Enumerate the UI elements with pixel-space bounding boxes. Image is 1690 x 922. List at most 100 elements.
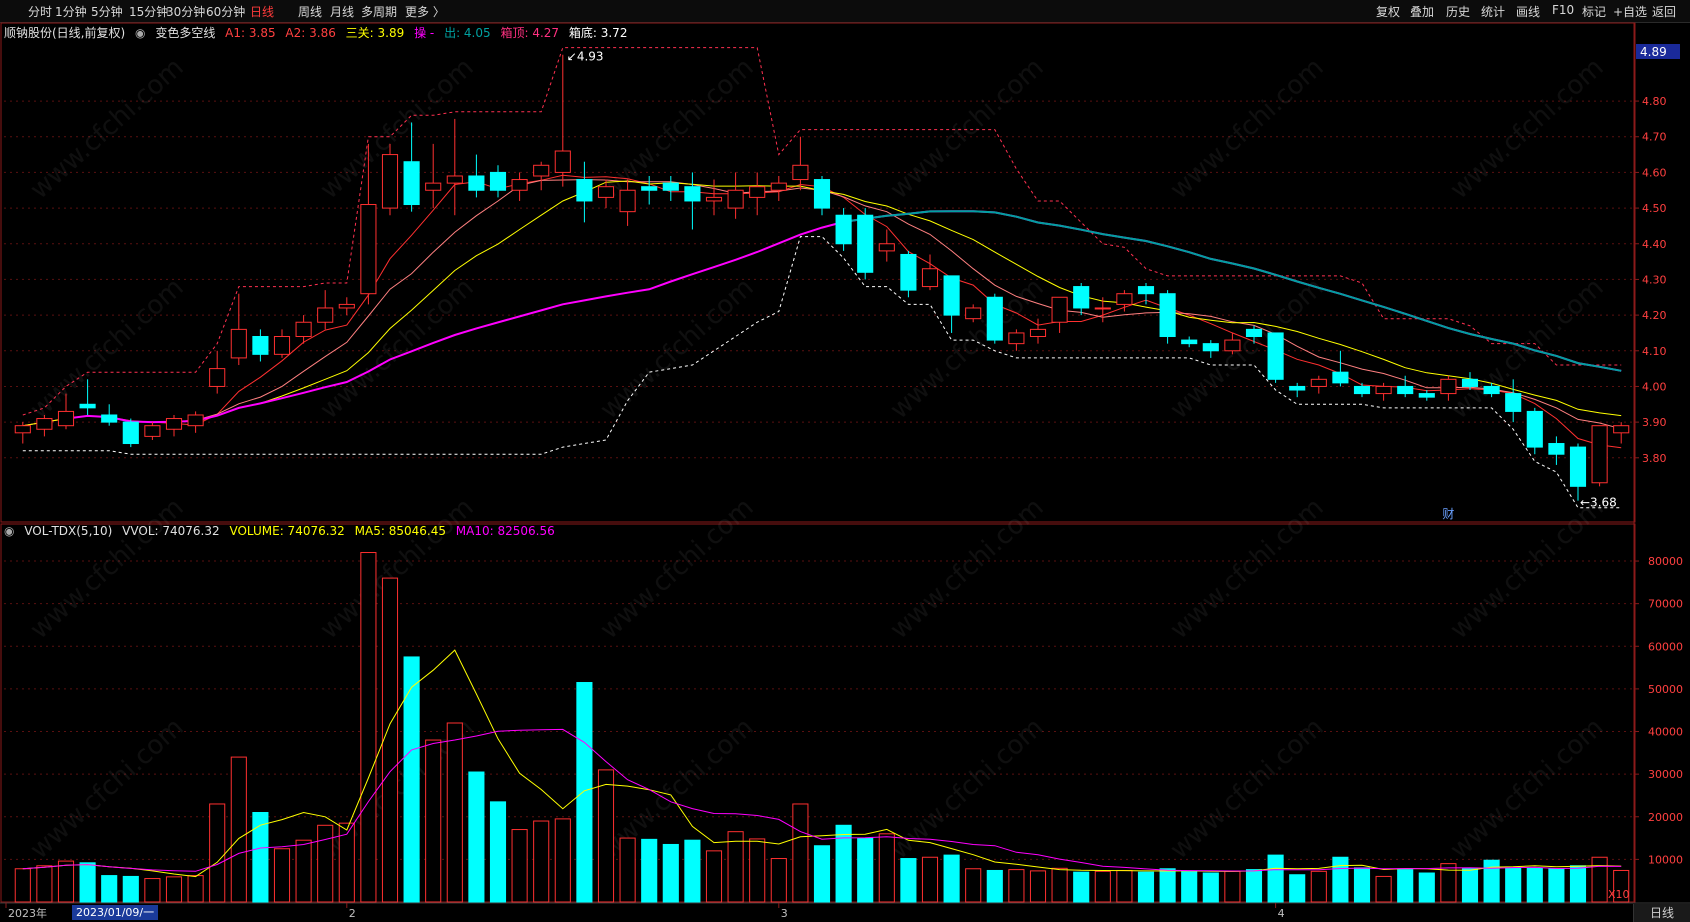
- candle-body: [1332, 371, 1349, 384]
- period-tab-3[interactable]: 15分钟: [129, 5, 169, 19]
- candle-body: [1137, 286, 1155, 295]
- candle-body: [79, 403, 96, 409]
- volume-bar: [1008, 869, 1025, 903]
- bottom-period-tab[interactable]: 日线: [1633, 904, 1690, 922]
- candle-body: [986, 296, 1003, 341]
- volume-bar: [489, 801, 507, 903]
- period-tab-0[interactable]: 分时: [28, 5, 53, 19]
- volume-bar: [1051, 867, 1068, 903]
- period-tab-2[interactable]: 5分钟: [91, 5, 123, 19]
- volume-bar: [597, 769, 615, 903]
- watermark-text: www.cfchi.com: [885, 712, 1050, 865]
- candle-body: [857, 214, 874, 273]
- candle-body: [1224, 339, 1241, 352]
- volume-bar: [900, 858, 917, 903]
- candle-body: [446, 175, 463, 184]
- x-axis-label: 4: [1278, 907, 1285, 920]
- vol-name[interactable]: VOL-TDX(5,10): [24, 524, 113, 538]
- a2-value: A2: 3.86: [285, 26, 336, 40]
- candle-body: [813, 179, 831, 209]
- toolbar-action-1[interactable]: 叠加: [1410, 5, 1435, 19]
- volume-bar: [273, 848, 291, 903]
- period-tab-7[interactable]: 周线: [298, 5, 323, 19]
- candle-body: [576, 179, 593, 202]
- upper-box-line: [22, 47, 1622, 416]
- volume-ma10-line: [22, 728, 1622, 872]
- candle-body: [187, 414, 204, 427]
- volume-bar: [662, 843, 679, 903]
- toolbar-action-2[interactable]: 历史: [1446, 5, 1471, 19]
- volume-bar: [749, 838, 766, 903]
- indicator-name[interactable]: 变色多空线: [155, 26, 216, 40]
- period-tab-10[interactable]: 更多 〉: [405, 5, 445, 19]
- volume-bar: [1548, 868, 1565, 903]
- volume-bar: [1202, 872, 1219, 903]
- candle-body: [1591, 425, 1608, 484]
- candle-body: [1159, 293, 1176, 338]
- candle-body: [900, 253, 917, 291]
- a1-value: A1: 3.85: [225, 26, 276, 40]
- watermark-text: www.cfchi.com: [1165, 712, 1330, 865]
- candle-body: [489, 171, 507, 191]
- candle-body: [921, 268, 939, 288]
- period-tab-5[interactable]: 60分钟: [206, 5, 246, 19]
- volume-bar: [209, 803, 226, 903]
- candle-body: [835, 214, 852, 245]
- candle-body: [468, 175, 485, 191]
- toolbar-action-0[interactable]: 复权: [1376, 5, 1401, 19]
- volume-bar: [1505, 867, 1522, 903]
- toolbar-action-6[interactable]: 标记: [1582, 5, 1607, 19]
- chu-value: 出: 4.05: [444, 26, 491, 40]
- candle-body: [511, 179, 528, 191]
- volume-bar: [381, 577, 399, 903]
- candle-body: [1483, 385, 1500, 395]
- period-tab-6[interactable]: 日线: [250, 5, 275, 19]
- volume-bar: [641, 838, 658, 903]
- candle-body: [14, 425, 31, 434]
- volume-bar: [446, 722, 463, 903]
- ma-teal-price-line: [843, 210, 1622, 372]
- toolbar-action-8[interactable]: 返回: [1652, 5, 1677, 19]
- toolbar-action-3[interactable]: 统计: [1481, 5, 1506, 19]
- volume-bar: [1440, 863, 1457, 903]
- volume-bar: [727, 831, 744, 903]
- period-tab-1[interactable]: 1分钟: [55, 5, 87, 19]
- watermark-text: www.cfchi.com: [1445, 712, 1610, 865]
- volume-bar: [165, 876, 183, 903]
- toolbar-action-5[interactable]: F10: [1552, 3, 1575, 17]
- volume-bar: [1310, 870, 1327, 903]
- candle-body: [705, 196, 723, 202]
- volume-bar: [1375, 875, 1392, 903]
- volume-bar: [1591, 856, 1608, 903]
- volume-bar: [338, 822, 355, 903]
- volume-bar: [317, 824, 334, 903]
- toolbar-action-4[interactable]: 画线: [1516, 5, 1541, 19]
- price-tick-label: 4.10: [1642, 345, 1667, 358]
- sanguan-value: 三关: 3.89: [345, 26, 405, 40]
- candle-body: [101, 414, 118, 423]
- cursor-date-box: 2023/01/09/一: [72, 905, 159, 920]
- volume-bar: [1181, 871, 1198, 903]
- volume-bar: [1483, 859, 1500, 903]
- candle-body: [1418, 393, 1435, 398]
- xiangding-value: 箱顶: 4.27: [500, 26, 560, 40]
- candle-body: [1181, 339, 1198, 345]
- candle-body: [381, 154, 399, 209]
- volume-bar: [230, 756, 247, 903]
- candle-body: [1029, 328, 1047, 338]
- volume-tick-label: 30000: [1648, 768, 1683, 781]
- watermark-text: www.cfchi.com: [885, 492, 1050, 645]
- candle-body: [1310, 378, 1327, 387]
- stock-title[interactable]: 顺钠股份(日线,前复权): [4, 26, 126, 40]
- period-tab-9[interactable]: 多周期: [361, 5, 398, 19]
- toolbar-action-7[interactable]: +自选: [1613, 5, 1648, 19]
- volume-unit-label: X10: [1608, 888, 1630, 901]
- candle-body: [1051, 296, 1068, 323]
- candle-body: [1245, 328, 1263, 338]
- period-toolbar: 分时 1分钟 5分钟 15分钟 30分钟 60分钟 日线 周线 月线 多周期 更多 〉 复权 叠加 历史…: [0, 0, 1690, 23]
- volume-bar: [770, 858, 787, 903]
- volume-bar: [792, 803, 809, 903]
- period-tab-8[interactable]: 月线: [330, 5, 355, 19]
- period-tab-4[interactable]: 30分钟: [166, 5, 206, 19]
